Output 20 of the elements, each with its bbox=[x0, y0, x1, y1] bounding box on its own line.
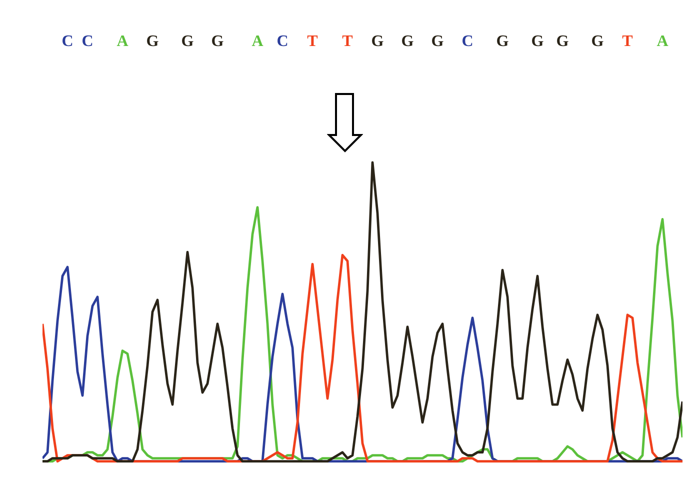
x-tick-label: G bbox=[591, 33, 604, 50]
x-tick-label: A bbox=[116, 33, 129, 50]
x-tick-label: G bbox=[181, 33, 194, 50]
x-tick-label: T bbox=[307, 33, 318, 50]
x-tick-label: G bbox=[531, 33, 544, 50]
x-tick-label: C bbox=[462, 33, 474, 50]
x-tick-label: C bbox=[62, 33, 74, 50]
x-tick-label: G bbox=[431, 33, 444, 50]
x-tick-label: C bbox=[276, 33, 288, 50]
x-tick-label: C bbox=[82, 33, 94, 50]
x-tick-label: T bbox=[622, 33, 634, 50]
x-tick-label: A bbox=[656, 33, 669, 50]
x-tick-label: G bbox=[146, 33, 160, 50]
x-tick-label: A bbox=[252, 33, 264, 50]
x-tick-label: G bbox=[371, 33, 384, 50]
x-tick-label: G bbox=[211, 33, 224, 50]
x-tick-label: G bbox=[496, 33, 510, 50]
x-tick-label: G bbox=[556, 33, 570, 50]
x-tick-label: T bbox=[342, 33, 354, 50]
x-tick-label: G bbox=[401, 33, 414, 50]
